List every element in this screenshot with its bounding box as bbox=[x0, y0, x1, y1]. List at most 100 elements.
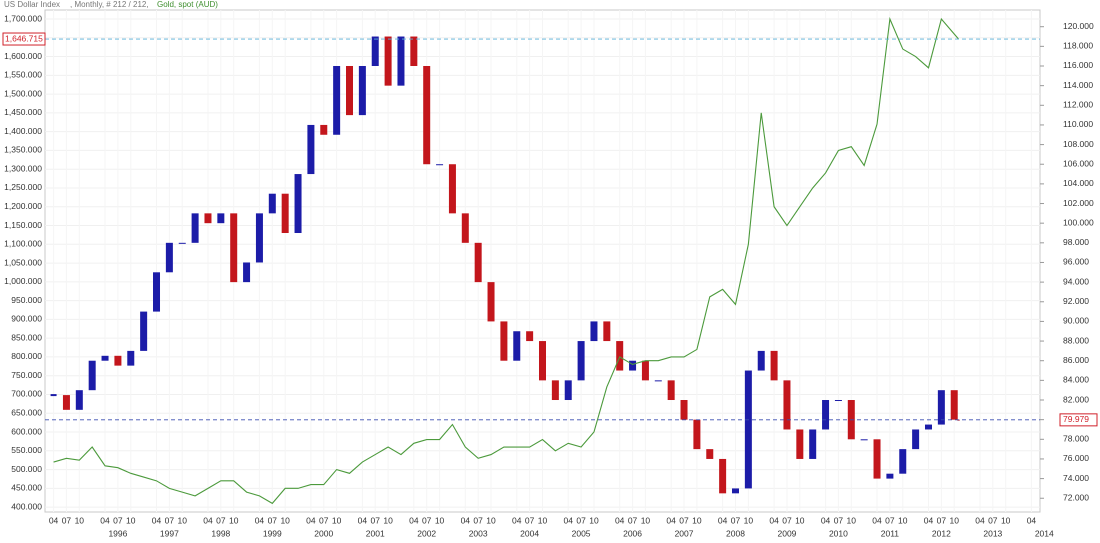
y-tick-label: 1,200.000 bbox=[4, 201, 42, 211]
x-month-label: 07 bbox=[679, 515, 689, 525]
y-tick-label: 700.000 bbox=[11, 389, 42, 399]
x-year-label: 2012 bbox=[932, 528, 951, 538]
y2-tick-label: 96.000 bbox=[1063, 257, 1089, 267]
y-tick-label: 650.000 bbox=[11, 408, 42, 418]
candle bbox=[719, 458, 727, 494]
x-year-label: 2009 bbox=[778, 528, 797, 538]
x-month-label: 10 bbox=[949, 515, 959, 525]
y2-tick-label: 110.000 bbox=[1063, 119, 1093, 129]
candle bbox=[629, 360, 637, 371]
candle bbox=[358, 65, 366, 116]
y2-tick-label: 112.000 bbox=[1063, 100, 1093, 110]
x-month-label: 10 bbox=[75, 515, 85, 525]
x-month-label: 04 bbox=[666, 515, 676, 525]
x-month-label: 04 bbox=[821, 515, 831, 525]
y-tick-label: 450.000 bbox=[11, 483, 42, 493]
candle bbox=[230, 213, 238, 283]
candle bbox=[526, 331, 534, 342]
y-tick-label: 1,300.000 bbox=[4, 163, 42, 173]
x-month-label: 04 bbox=[563, 515, 573, 525]
x-month-label: 07 bbox=[525, 515, 535, 525]
candle bbox=[693, 419, 701, 450]
y2-tick-label: 114.000 bbox=[1063, 80, 1093, 90]
candle bbox=[616, 341, 624, 371]
y-tick-label: 1,700.000 bbox=[4, 13, 42, 23]
candle bbox=[255, 213, 263, 263]
x-year-label: 1996 bbox=[108, 528, 127, 538]
x-year-label: 2007 bbox=[675, 528, 694, 538]
candle bbox=[423, 65, 431, 165]
candle bbox=[950, 390, 958, 420]
candle bbox=[924, 424, 932, 430]
x-month-label: 10 bbox=[178, 515, 188, 525]
y-tick-label: 1,450.000 bbox=[4, 107, 42, 117]
y2-tick-label: 72.000 bbox=[1063, 492, 1089, 502]
y-tick-label: 1,400.000 bbox=[4, 126, 42, 136]
candle bbox=[731, 488, 739, 494]
x-year-label: 2003 bbox=[469, 528, 488, 538]
candle bbox=[474, 242, 482, 283]
x-month-label: 07 bbox=[988, 515, 998, 525]
candle bbox=[75, 390, 83, 410]
x-year-label: 2010 bbox=[829, 528, 848, 538]
y-tick-label: 1,000.000 bbox=[4, 276, 42, 286]
x-month-label: 10 bbox=[383, 515, 393, 525]
candle bbox=[371, 36, 379, 66]
candle bbox=[590, 321, 598, 342]
candle bbox=[487, 282, 495, 322]
y-tick-label: 550.000 bbox=[11, 445, 42, 455]
x-month-label: 07 bbox=[165, 515, 175, 525]
y-tick-label: 1,050.000 bbox=[4, 257, 42, 267]
y-tick-label: 1,350.000 bbox=[4, 145, 42, 155]
y2-tick-label: 100.000 bbox=[1063, 217, 1094, 227]
x-month-label: 07 bbox=[371, 515, 381, 525]
candle bbox=[281, 193, 289, 234]
y2-tick-label: 76.000 bbox=[1063, 453, 1089, 463]
x-year-label: 2006 bbox=[623, 528, 642, 538]
y-tick-label: 800.000 bbox=[11, 351, 42, 361]
candle bbox=[243, 262, 251, 283]
x-month-label: 07 bbox=[319, 515, 329, 525]
x-year-label: 2004 bbox=[520, 528, 539, 538]
y2-tick-label: 106.000 bbox=[1063, 158, 1094, 168]
x-month-label: 07 bbox=[113, 515, 123, 525]
y2-tick-label: 94.000 bbox=[1063, 276, 1089, 286]
x-year-label: 2000 bbox=[314, 528, 333, 538]
candle bbox=[307, 124, 315, 175]
x-month-label: 07 bbox=[576, 515, 586, 525]
x-month-label: 10 bbox=[126, 515, 136, 525]
candle bbox=[757, 350, 765, 371]
candle bbox=[513, 331, 521, 361]
x-month-label: 10 bbox=[898, 515, 908, 525]
x-month-label: 10 bbox=[641, 515, 651, 525]
x-month-label: 10 bbox=[229, 515, 239, 525]
y-tick-label: 750.000 bbox=[11, 370, 42, 380]
y2-tick-label: 98.000 bbox=[1063, 237, 1089, 247]
y2-tick-label: 82.000 bbox=[1063, 394, 1089, 404]
candle bbox=[641, 360, 649, 381]
x-month-label: 10 bbox=[744, 515, 754, 525]
x-month-label: 10 bbox=[486, 515, 496, 525]
x-month-label: 07 bbox=[885, 515, 895, 525]
candle bbox=[410, 36, 418, 66]
candle bbox=[744, 370, 752, 489]
candle bbox=[912, 429, 920, 450]
candle bbox=[603, 321, 611, 342]
x-month-label: 07 bbox=[268, 515, 278, 525]
x-year-label: 2011 bbox=[881, 528, 900, 538]
x-year-label: 2008 bbox=[726, 528, 745, 538]
candle bbox=[461, 213, 469, 243]
candle bbox=[217, 213, 225, 224]
y-tick-label: 1,250.000 bbox=[4, 182, 42, 192]
gold-line bbox=[53, 16, 959, 505]
x-month-label: 04 bbox=[769, 515, 779, 525]
chart-header: , Monthly, # 212 / 212, bbox=[70, 0, 149, 9]
x-month-label: 07 bbox=[834, 515, 844, 525]
x-month-label: 04 bbox=[461, 515, 471, 525]
x-year-label: 2013 bbox=[983, 528, 1002, 538]
last-value-box bbox=[1059, 413, 1098, 427]
candle bbox=[127, 350, 135, 366]
x-month-label: 10 bbox=[692, 515, 702, 525]
candle bbox=[654, 380, 662, 382]
candle bbox=[268, 193, 276, 214]
